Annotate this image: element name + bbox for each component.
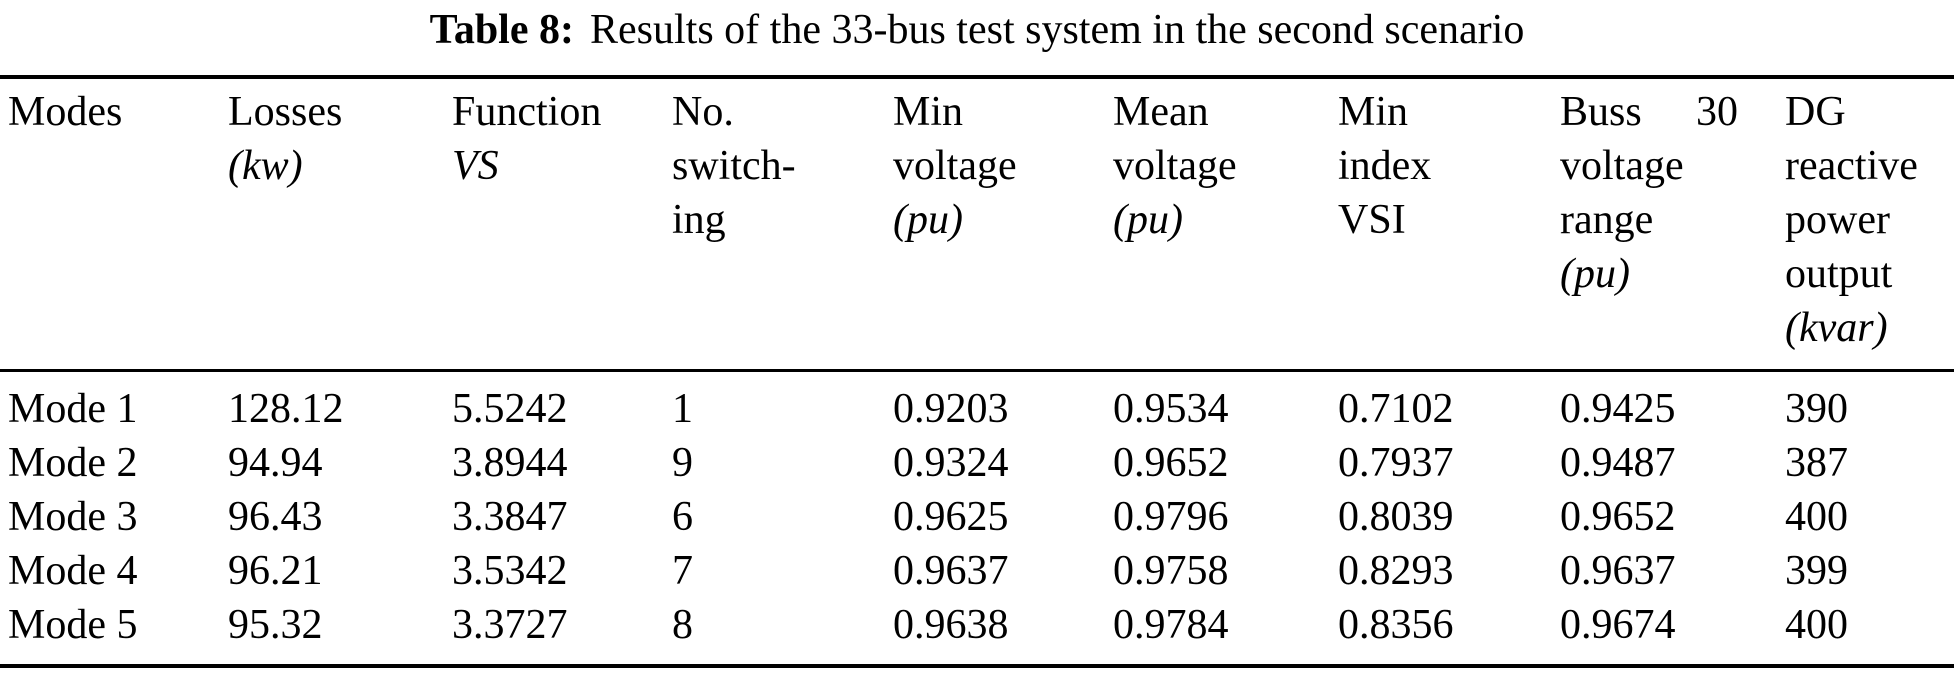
table-cell: 390 [1785, 386, 1848, 432]
header-line-part: 30 [1696, 89, 1738, 135]
table-cell: 0.7102 [1338, 386, 1454, 432]
row-mode-label: Mode 1 [8, 386, 138, 432]
header-line: output [1785, 251, 1893, 297]
table-cell: 95.32 [228, 602, 323, 648]
header-cell-no-switching: No. switch- ing [664, 77, 885, 372]
table-cell: 0.8293 [1338, 548, 1454, 594]
table-cell: 0.9203 [893, 386, 1009, 432]
header-line: Min [1338, 89, 1409, 135]
table-caption: Table 8: Results of the 33-bus test syste… [0, 0, 1954, 75]
table-row: Mode 2 94.94 3.8944 9 0.9324 0.9652 0.7937 0.94… [0, 436, 1954, 490]
header-line: reactive [1785, 143, 1918, 189]
table-cell: 0.8356 [1338, 602, 1454, 648]
header-line: No. [672, 89, 734, 135]
header-line: ing [672, 197, 726, 243]
header-line-part: Buss [1560, 89, 1642, 135]
row-mode-label: Mode 3 [8, 494, 138, 540]
header-line: switch- [672, 143, 796, 189]
header-unit: (pu) [1113, 197, 1183, 243]
table-cell: 9 [672, 440, 693, 486]
table-body: Mode 1 128.12 5.5242 1 0.9203 0.9534 0.7102 0.9… [0, 371, 1954, 667]
table-cell: 7 [672, 548, 693, 594]
header-cell-modes: Modes [0, 77, 220, 372]
table-caption-label: Table 8: [429, 7, 574, 53]
table-cell: 0.9637 [893, 548, 1009, 594]
header-cell-min-index-vsi: Min index VSI [1330, 77, 1552, 372]
table-cell: 0.9487 [1560, 440, 1676, 486]
table-cell: 1 [672, 386, 693, 432]
header-line: Mean [1113, 89, 1209, 135]
header-unit: (kw) [228, 143, 303, 189]
table-row: Mode 1 128.12 5.5242 1 0.9203 0.9534 0.7102 0.9… [0, 371, 1954, 437]
table-row: Mode 3 96.43 3.3847 6 0.9625 0.9796 0.8039 0.96… [0, 490, 1954, 544]
header-line: Modes [8, 89, 123, 135]
header-unit: (kvar) [1785, 305, 1888, 351]
table-cell: 0.8039 [1338, 494, 1454, 540]
header-cell-mean-voltage: Mean voltage (pu) [1105, 77, 1330, 372]
results-table: Modes Losses (kw) Function VS No. switch… [0, 75, 1954, 668]
header-unit: VS [452, 143, 499, 189]
table-cell: 0.9425 [1560, 386, 1676, 432]
table-cell: 94.94 [228, 440, 323, 486]
table-cell: 0.9674 [1560, 602, 1676, 648]
header-cell-bus30-voltage-range: Buss 30 voltage range (pu) [1552, 77, 1777, 372]
header-unit: (pu) [893, 197, 963, 243]
table-caption-text: Results of the 33-bus test system in the… [589, 7, 1525, 53]
table-header: Modes Losses (kw) Function VS No. switch… [0, 77, 1954, 372]
table-cell: 3.3727 [452, 602, 568, 648]
table-cell: 3.5342 [452, 548, 568, 594]
table-cell: 399 [1785, 548, 1848, 594]
row-mode-label: Mode 4 [8, 548, 138, 594]
table-row: Mode 5 95.32 3.3727 8 0.9638 0.9784 0.8356 0.96… [0, 598, 1954, 666]
table-cell: 400 [1785, 494, 1848, 540]
table-cell: 0.9625 [893, 494, 1009, 540]
table-cell: 5.5242 [452, 386, 568, 432]
header-cell-dg-reactive-power: DG reactive power output (kvar) [1777, 77, 1954, 372]
table-cell: 0.9796 [1113, 494, 1229, 540]
header-line: index [1338, 143, 1432, 189]
table-cell: 0.9652 [1560, 494, 1676, 540]
table-cell: 3.8944 [452, 440, 568, 486]
table-cell: 0.9637 [1560, 548, 1676, 594]
header-line: Losses [228, 89, 343, 135]
header-line: DG [1785, 89, 1846, 135]
table-cell: 128.12 [228, 386, 344, 432]
header-line: Min [893, 89, 964, 135]
table-cell: 96.21 [228, 548, 323, 594]
header-line: power [1785, 197, 1890, 243]
header-line: voltage [893, 143, 1017, 189]
header-cell-function-vs: Function VS [444, 77, 664, 372]
row-mode-label: Mode 5 [8, 602, 138, 648]
table-cell: 0.9324 [893, 440, 1009, 486]
header-line: Buss 30 [1560, 85, 1738, 139]
table-cell: 0.9638 [893, 602, 1009, 648]
table-cell: 387 [1785, 440, 1848, 486]
row-mode-label: Mode 2 [8, 440, 138, 486]
header-line: Function [452, 89, 602, 135]
header-line: voltage [1113, 143, 1237, 189]
table-cell: 0.9652 [1113, 440, 1229, 486]
header-line: VSI [1338, 197, 1406, 243]
table-cell: 400 [1785, 602, 1848, 648]
table-cell: 0.9784 [1113, 602, 1229, 648]
header-line: range [1560, 197, 1654, 243]
table-cell: 0.9758 [1113, 548, 1229, 594]
header-cell-losses: Losses (kw) [220, 77, 444, 372]
table-cell: 0.7937 [1338, 440, 1454, 486]
header-unit: (pu) [1560, 251, 1630, 297]
table-cell: 3.3847 [452, 494, 568, 540]
table-row: Mode 4 96.21 3.5342 7 0.9637 0.9758 0.8293 0.96… [0, 544, 1954, 598]
table-cell: 6 [672, 494, 693, 540]
header-row: Modes Losses (kw) Function VS No. switch… [0, 77, 1954, 372]
table-cell: 0.9534 [1113, 386, 1229, 432]
header-line: voltage [1560, 143, 1684, 189]
table-cell: 8 [672, 602, 693, 648]
table-cell: 96.43 [228, 494, 323, 540]
header-cell-min-voltage: Min voltage (pu) [885, 77, 1105, 372]
